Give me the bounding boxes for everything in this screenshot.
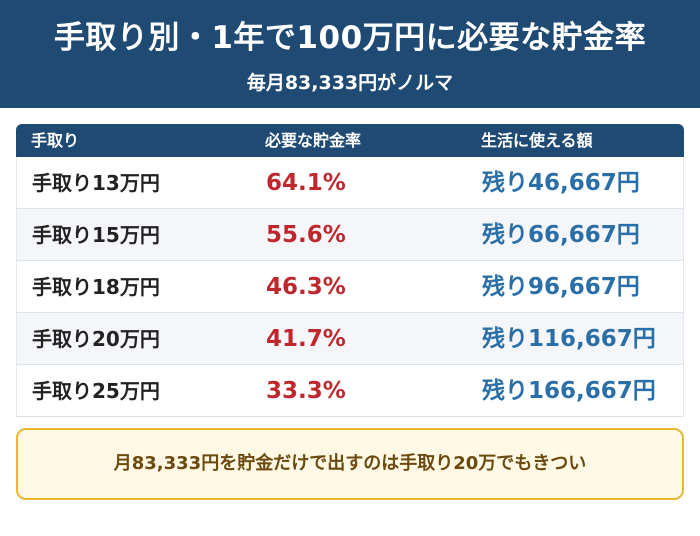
income-cell: 手取り13万円 — [32, 171, 160, 195]
page-title: 手取り別・1年で100万円に必要な貯金率 — [53, 20, 647, 56]
column-header-remaining: 生活に使える額 — [481, 131, 593, 150]
income-cell: 手取り18万円 — [32, 275, 160, 299]
rate-cell: 33.3% — [266, 378, 346, 404]
table-row: 手取り18万円 46.3% 残り96,667円 — [16, 261, 684, 313]
rate-cell: 64.1% — [266, 170, 346, 196]
table-row: 手取り20万円 41.7% 残り116,667円 — [16, 313, 684, 365]
remaining-cell: 残り46,667円 — [482, 170, 640, 196]
remaining-cell: 残り66,667円 — [482, 222, 640, 248]
page-subtitle: 毎月83,333円がノルマ — [246, 72, 454, 94]
table-row: 手取り13万円 64.1% 残り46,667円 — [16, 157, 684, 209]
remaining-cell: 残り166,667円 — [482, 378, 656, 404]
column-header-income: 手取り — [31, 131, 80, 150]
remaining-cell: 残り116,667円 — [482, 326, 656, 352]
savings-table: 手取り 必要な貯金率 生活に使える額 手取り13万円 64.1% 残り46,66… — [16, 124, 684, 417]
table-row: 手取り15万円 55.6% 残り66,667円 — [16, 209, 684, 261]
remaining-cell: 残り96,667円 — [482, 274, 640, 300]
income-cell: 手取り25万円 — [32, 379, 160, 403]
warning-note: 月83,333円を貯金だけで出すのは手取り20万でもきつい — [16, 428, 684, 500]
column-header-rate: 必要な貯金率 — [265, 131, 362, 150]
table-header: 手取り 必要な貯金率 生活に使える額 — [16, 124, 684, 157]
table-row: 手取り25万円 33.3% 残り166,667円 — [16, 365, 684, 417]
rate-cell: 41.7% — [266, 326, 346, 352]
income-cell: 手取り15万円 — [32, 223, 160, 247]
income-cell: 手取り20万円 — [32, 327, 160, 351]
rate-cell: 55.6% — [266, 222, 346, 248]
rate-cell: 46.3% — [266, 274, 346, 300]
header-banner: 手取り別・1年で100万円に必要な貯金率 毎月83,333円がノルマ — [0, 0, 700, 108]
